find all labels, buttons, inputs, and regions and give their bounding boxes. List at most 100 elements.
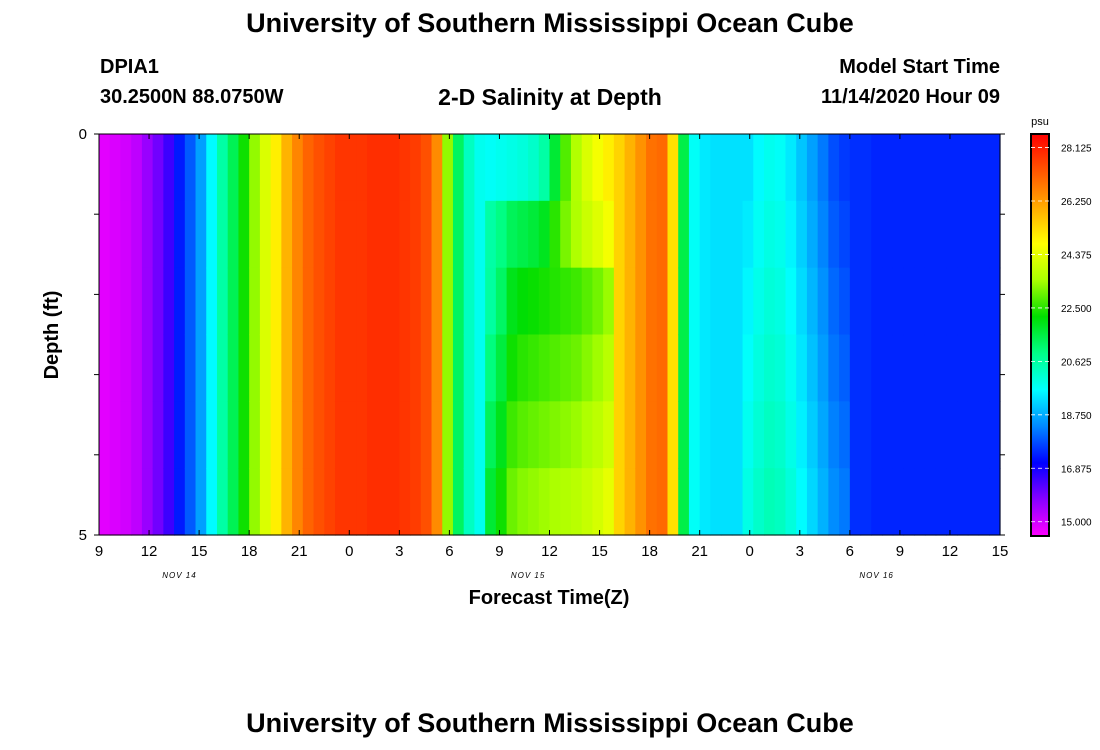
heatmap-cell <box>882 267 894 336</box>
heatmap-cell <box>635 200 647 269</box>
heatmap-cell <box>120 200 132 269</box>
heatmap-cell <box>313 267 325 336</box>
heatmap-cell <box>216 468 229 536</box>
heatmap-cell <box>667 468 679 536</box>
heatmap-cell <box>710 200 722 269</box>
heatmap-cell <box>635 401 647 469</box>
colorbar: 28.125 26.250 24.375 22.500 20.625 18.750 16.8… <box>1030 133 1092 537</box>
heatmap-cell <box>892 401 905 469</box>
heatmap-cell <box>603 267 615 336</box>
heatmap-cell <box>914 200 926 269</box>
heatmap-cell <box>678 401 690 469</box>
heatmap-cell <box>388 334 400 402</box>
heatmap-cell <box>731 134 744 202</box>
heatmap-cell <box>549 334 561 402</box>
heatmap-cell <box>302 334 315 402</box>
heatmap-cell <box>292 401 304 469</box>
heatmap-cell <box>849 468 862 536</box>
heatmap-cell <box>646 267 658 336</box>
heatmap-cell <box>764 334 776 402</box>
heatmap-cell <box>978 200 990 269</box>
heatmap-cell <box>131 267 143 336</box>
x-tick-label: 21 <box>691 543 708 560</box>
heatmap-cell <box>506 134 518 202</box>
heatmap-cell <box>431 267 443 336</box>
heatmap-cell <box>688 200 701 269</box>
heatmap-cell <box>967 468 980 536</box>
heatmap-cell <box>678 267 690 336</box>
heatmap-cell <box>227 134 240 202</box>
heatmap-cell <box>463 267 476 336</box>
heatmap-cell <box>581 267 594 336</box>
heatmap-cell <box>796 267 808 336</box>
heatmap-cell <box>313 401 325 469</box>
heatmap-cell <box>485 267 497 336</box>
heatmap-cell <box>667 334 679 402</box>
y-tick-label: 0 <box>79 126 87 143</box>
heatmap-cell <box>141 468 154 536</box>
heatmap-cell <box>174 267 186 336</box>
heatmap-cell <box>195 267 207 336</box>
heatmap-cell <box>495 334 508 402</box>
heatmap-cell <box>624 468 636 536</box>
heatmap-cell <box>592 334 604 402</box>
heatmap-cell <box>163 401 175 469</box>
heatmap-cell <box>989 134 1001 202</box>
heatmap-cell <box>99 334 111 402</box>
heatmap-cell <box>249 401 261 469</box>
model-start-time: 11/14/2020 Hour 09 <box>820 86 1000 108</box>
station-coords: 30.2500N 88.0750W <box>100 86 284 108</box>
heatmap-cell <box>731 267 744 336</box>
heatmap-cell <box>549 401 561 469</box>
heatmap-cell <box>292 334 304 402</box>
heatmap-cell <box>120 401 132 469</box>
heatmap-cell <box>839 334 851 402</box>
x-axis-label: Forecast Time(Z) <box>469 587 630 609</box>
heatmap-cell <box>796 134 808 202</box>
heatmap-cell <box>399 334 411 402</box>
heatmap-cell <box>967 200 980 269</box>
heatmap-cell <box>570 200 583 269</box>
heatmap-cell <box>281 200 293 269</box>
heatmap-cell <box>849 267 862 336</box>
colorbar-tick-label: 22.500 <box>1061 304 1092 315</box>
heatmap-cell <box>570 334 583 402</box>
x-tick-label: 3 <box>395 543 404 560</box>
heatmap-cell <box>442 200 454 269</box>
heatmap-cell <box>495 401 508 469</box>
colorbar-tick-label: 16.875 <box>1061 464 1092 475</box>
heatmap-cell <box>259 334 272 402</box>
heatmap-cell <box>592 134 604 202</box>
heatmap-cell <box>806 134 819 202</box>
heatmap-cell <box>581 334 594 402</box>
heatmap-cell <box>613 267 626 336</box>
heatmap-cell <box>967 267 980 336</box>
heatmap-cell <box>195 200 207 269</box>
heatmap-cell <box>656 267 669 336</box>
heatmap-cell <box>334 401 347 469</box>
heatmap-cell <box>967 134 980 202</box>
heatmap-cell <box>592 468 604 536</box>
heatmap-cell <box>603 134 615 202</box>
heatmap-cell <box>764 401 776 469</box>
x-tick-label: 12 <box>941 543 959 560</box>
heatmap-cell <box>603 334 615 402</box>
heatmap-cell <box>345 401 358 469</box>
heatmap-cell <box>806 401 819 469</box>
heatmap-cell <box>721 200 733 269</box>
heatmap-cell <box>828 334 840 402</box>
heatmap-cell <box>345 468 358 536</box>
heatmap-cell <box>174 134 186 202</box>
heatmap-cell <box>463 401 476 469</box>
heatmap-cell <box>174 401 186 469</box>
heatmap-cell <box>946 468 958 536</box>
heatmap-cell <box>624 267 636 336</box>
heatmap-cell <box>860 334 872 402</box>
heatmap-cell <box>120 334 132 402</box>
heatmap-cell <box>495 134 508 202</box>
heatmap-cell <box>957 134 969 202</box>
heatmap-cell <box>538 134 551 202</box>
heatmap-cell <box>849 200 862 269</box>
heatmap-cell <box>227 468 240 536</box>
heatmap-cell <box>431 334 443 402</box>
